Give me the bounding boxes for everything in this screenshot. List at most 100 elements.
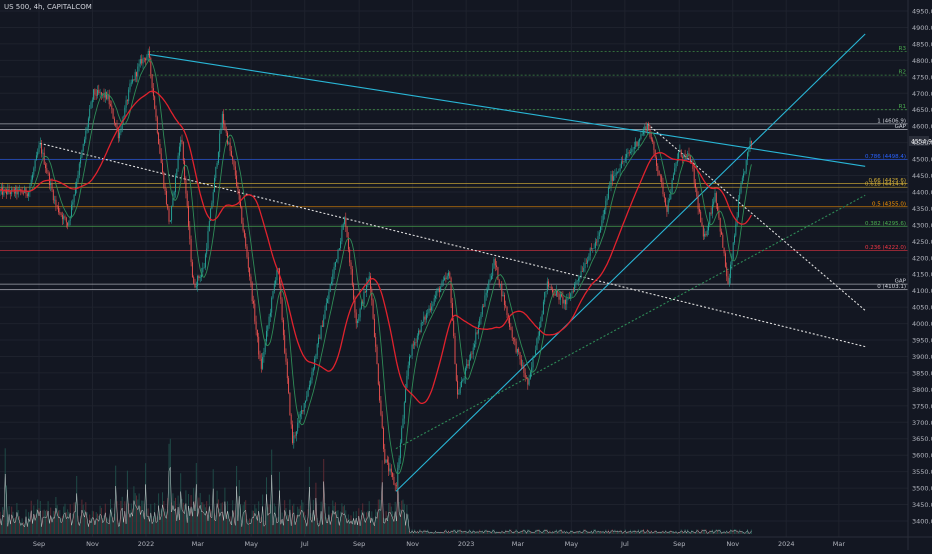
volume-bar bbox=[36, 509, 37, 534]
candle-body bbox=[119, 133, 120, 139]
volume-bar bbox=[583, 529, 584, 534]
candle-body bbox=[132, 79, 133, 82]
candle-body bbox=[271, 298, 272, 313]
candle-body bbox=[686, 154, 687, 155]
candle-body bbox=[338, 250, 339, 259]
candle-body bbox=[690, 156, 691, 162]
candle-body bbox=[409, 357, 410, 366]
candle-body bbox=[557, 291, 558, 292]
candle-body bbox=[695, 183, 696, 188]
volume-bar bbox=[575, 531, 576, 534]
candle-body bbox=[600, 226, 601, 232]
candle-body bbox=[31, 180, 32, 187]
candle-body bbox=[80, 158, 81, 164]
candle-body bbox=[661, 176, 662, 182]
candle-body bbox=[306, 396, 307, 401]
volume-bar bbox=[42, 510, 43, 534]
volume-bar bbox=[366, 512, 367, 534]
volume-bar bbox=[11, 507, 12, 534]
candle-body bbox=[546, 291, 547, 292]
volume-bar bbox=[601, 531, 602, 534]
volume-bar bbox=[105, 504, 106, 534]
candle-body bbox=[165, 188, 166, 191]
volume-bar bbox=[486, 530, 487, 534]
volume-bar bbox=[564, 530, 565, 534]
candle-body bbox=[514, 339, 515, 342]
volume-bar bbox=[630, 530, 631, 534]
candle-body bbox=[266, 331, 267, 342]
volume-bar bbox=[703, 529, 704, 534]
candle-body bbox=[52, 183, 53, 190]
candle-body bbox=[471, 354, 472, 355]
candle-body bbox=[702, 222, 703, 226]
x-tick-label: Mar bbox=[192, 540, 205, 548]
candle-body bbox=[474, 344, 475, 347]
candle-body bbox=[213, 192, 214, 203]
candle-body bbox=[552, 289, 553, 293]
volume-bar bbox=[200, 493, 201, 534]
y-tick-label: 3450.0 bbox=[912, 501, 932, 509]
candle-body bbox=[249, 268, 250, 277]
volume-bar bbox=[739, 530, 740, 534]
candle-body bbox=[486, 293, 487, 296]
candle-body bbox=[499, 280, 500, 285]
candle-body bbox=[599, 232, 600, 236]
candle-body bbox=[744, 172, 745, 174]
volume-bar bbox=[178, 496, 179, 534]
volume-bar bbox=[655, 530, 656, 534]
candle-body bbox=[460, 387, 461, 393]
volume-bar bbox=[546, 529, 547, 534]
volume-bar bbox=[670, 530, 671, 534]
candle-body bbox=[565, 300, 566, 304]
candle-body bbox=[496, 265, 497, 267]
volume-bar bbox=[358, 508, 359, 534]
candle-body bbox=[596, 242, 597, 243]
candle-body bbox=[449, 273, 450, 278]
candle-body bbox=[738, 199, 739, 217]
candle-body bbox=[751, 141, 752, 143]
volume-bar bbox=[634, 530, 635, 534]
volume-bar bbox=[479, 530, 480, 534]
candle-body bbox=[65, 216, 66, 217]
candle-body bbox=[601, 220, 602, 226]
candle-body bbox=[48, 173, 49, 174]
volume-bar bbox=[46, 510, 47, 534]
candle-body bbox=[540, 321, 541, 327]
volume-bar bbox=[304, 512, 305, 534]
volume-bar bbox=[174, 501, 175, 534]
volume-bar bbox=[292, 506, 293, 534]
candle-body bbox=[317, 344, 318, 355]
level-label: R1 bbox=[899, 104, 906, 110]
volume-bar bbox=[23, 522, 24, 534]
candle-body bbox=[712, 205, 713, 214]
volume-bar bbox=[660, 532, 661, 534]
candle-body bbox=[507, 307, 508, 316]
volume-bar bbox=[244, 502, 245, 534]
candle-body bbox=[721, 232, 722, 235]
candle-body bbox=[243, 223, 244, 231]
volume-bar bbox=[423, 530, 424, 534]
candle-body bbox=[305, 401, 306, 403]
volume-bar bbox=[663, 531, 664, 534]
candle-body bbox=[50, 183, 51, 185]
candle-body bbox=[707, 230, 708, 235]
candle-body bbox=[494, 259, 495, 269]
candle-body bbox=[504, 295, 505, 305]
candle-body bbox=[652, 139, 653, 141]
candle-body bbox=[578, 279, 579, 281]
volume-bar bbox=[599, 531, 600, 534]
candle-body bbox=[141, 59, 142, 63]
volume-bar bbox=[367, 511, 368, 534]
volume-bar bbox=[539, 530, 540, 534]
volume-bar bbox=[391, 507, 392, 534]
candle-body bbox=[114, 119, 115, 123]
volume-bar bbox=[101, 508, 102, 534]
x-tick-label: May bbox=[245, 540, 259, 548]
volume-bar bbox=[74, 503, 75, 534]
candle-body bbox=[175, 175, 176, 192]
candle-body bbox=[646, 126, 647, 131]
candle-body bbox=[351, 262, 352, 269]
candle-body bbox=[673, 175, 674, 180]
